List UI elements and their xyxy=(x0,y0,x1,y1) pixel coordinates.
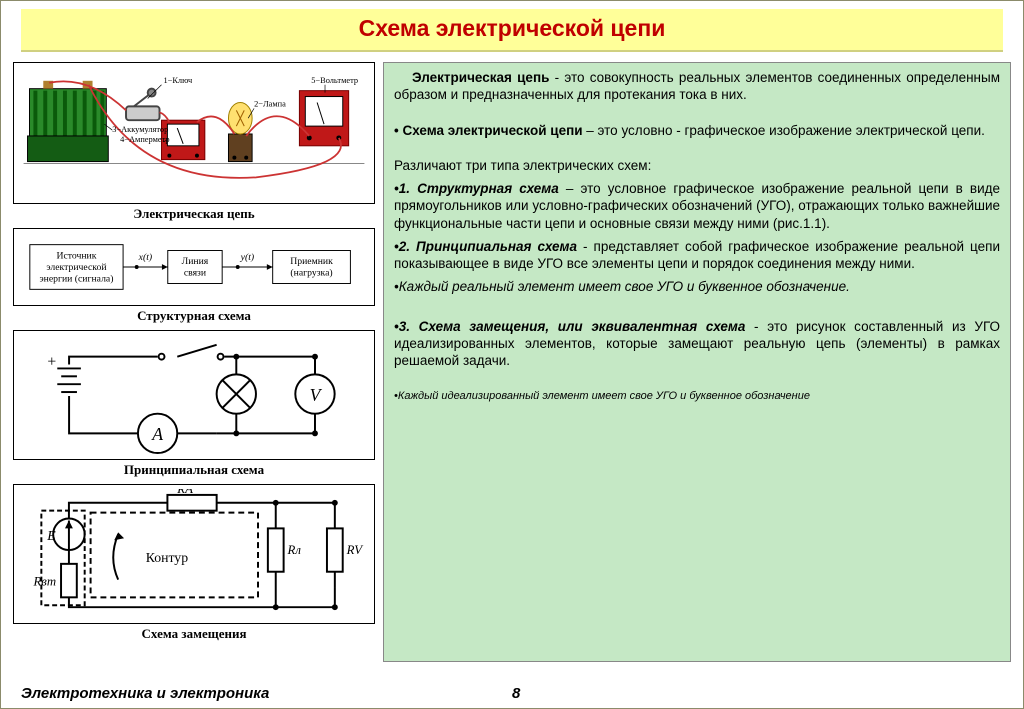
label-lamp: 2−Лампа xyxy=(254,99,286,108)
figures-column: 1−Ключ 2−Лампа 3−Аккумулятор 4−Амперметр… xyxy=(13,62,375,662)
label-ammeter: 4−Амперметр xyxy=(120,135,169,144)
figure-structural: Источник электрической энергии (сигнала)… xyxy=(13,228,375,306)
caption-fig3: Принципиальная схема xyxy=(13,462,375,478)
caption-fig2: Структурная схема xyxy=(13,308,375,324)
label-key: 1−Ключ xyxy=(163,76,192,85)
para-principal: •2. Принципиальная схема - представляет … xyxy=(394,238,1000,273)
para-three-types: Различают три типа электрических схем: xyxy=(394,157,1000,174)
svg-text:Rвт: Rвт xyxy=(32,575,56,589)
para-principal-note: •Каждый реальный элемент имеет свое УГО … xyxy=(394,278,1000,295)
svg-text:Линия: Линия xyxy=(182,256,209,267)
svg-text:A: A xyxy=(151,424,163,444)
caption-fig4: Схема замещения xyxy=(13,626,375,642)
svg-text:RV: RV xyxy=(346,543,365,557)
svg-text:x(t): x(t) xyxy=(138,252,152,263)
svg-text:связи: связи xyxy=(184,268,206,279)
text-panel: Электрическая цепь - это совокупность ре… xyxy=(383,62,1011,662)
figure-principal: A V + xyxy=(13,330,375,460)
svg-text:RA: RA xyxy=(176,489,193,496)
svg-text:электрической: электрической xyxy=(46,262,106,273)
figure-equivalent: RA E Rвт Контур xyxy=(13,484,375,624)
footer-subject: Электротехника и электроника xyxy=(21,685,512,702)
slide-title: Схема электрической цепи xyxy=(21,15,1003,42)
para-structural: •1. Структурная схема – это условное гра… xyxy=(394,180,1000,232)
svg-text:y(t): y(t) xyxy=(240,252,254,263)
svg-text:(нагрузка): (нагрузка) xyxy=(290,268,332,279)
svg-text:Контур: Контур xyxy=(146,550,188,565)
footer: Электротехника и электроника 8 xyxy=(1,685,1023,702)
svg-text:E: E xyxy=(46,528,56,543)
para-scheme-def: • Схема электрической цепи – это условно… xyxy=(394,122,1000,139)
caption-fig1: Электрическая цепь xyxy=(13,206,375,222)
title-bar: Схема электрической цепи xyxy=(21,9,1003,52)
svg-text:Источник: Источник xyxy=(56,250,96,261)
para-equivalent-note: •Каждый идеализированный элемент имеет с… xyxy=(394,389,1000,403)
para-equivalent: •3. Схема замещения, или эквивалентная с… xyxy=(394,318,1000,370)
para-definition: Электрическая цепь - это совокупность ре… xyxy=(394,69,1000,104)
figure-pictorial-circuit: 1−Ключ 2−Лампа 3−Аккумулятор 4−Амперметр… xyxy=(13,62,375,204)
content-area: 1−Ключ 2−Лампа 3−Аккумулятор 4−Амперметр… xyxy=(13,62,1011,662)
svg-text:Rл: Rл xyxy=(287,543,302,557)
svg-text:+: + xyxy=(47,353,56,370)
footer-page: 8 xyxy=(512,685,708,702)
svg-text:Приемник: Приемник xyxy=(290,256,333,267)
svg-text:энергии (сигнала): энергии (сигнала) xyxy=(39,274,113,285)
label-voltmeter: 5−Вольтметр xyxy=(311,76,358,85)
label-battery: 3−Аккумулятор xyxy=(112,125,168,134)
